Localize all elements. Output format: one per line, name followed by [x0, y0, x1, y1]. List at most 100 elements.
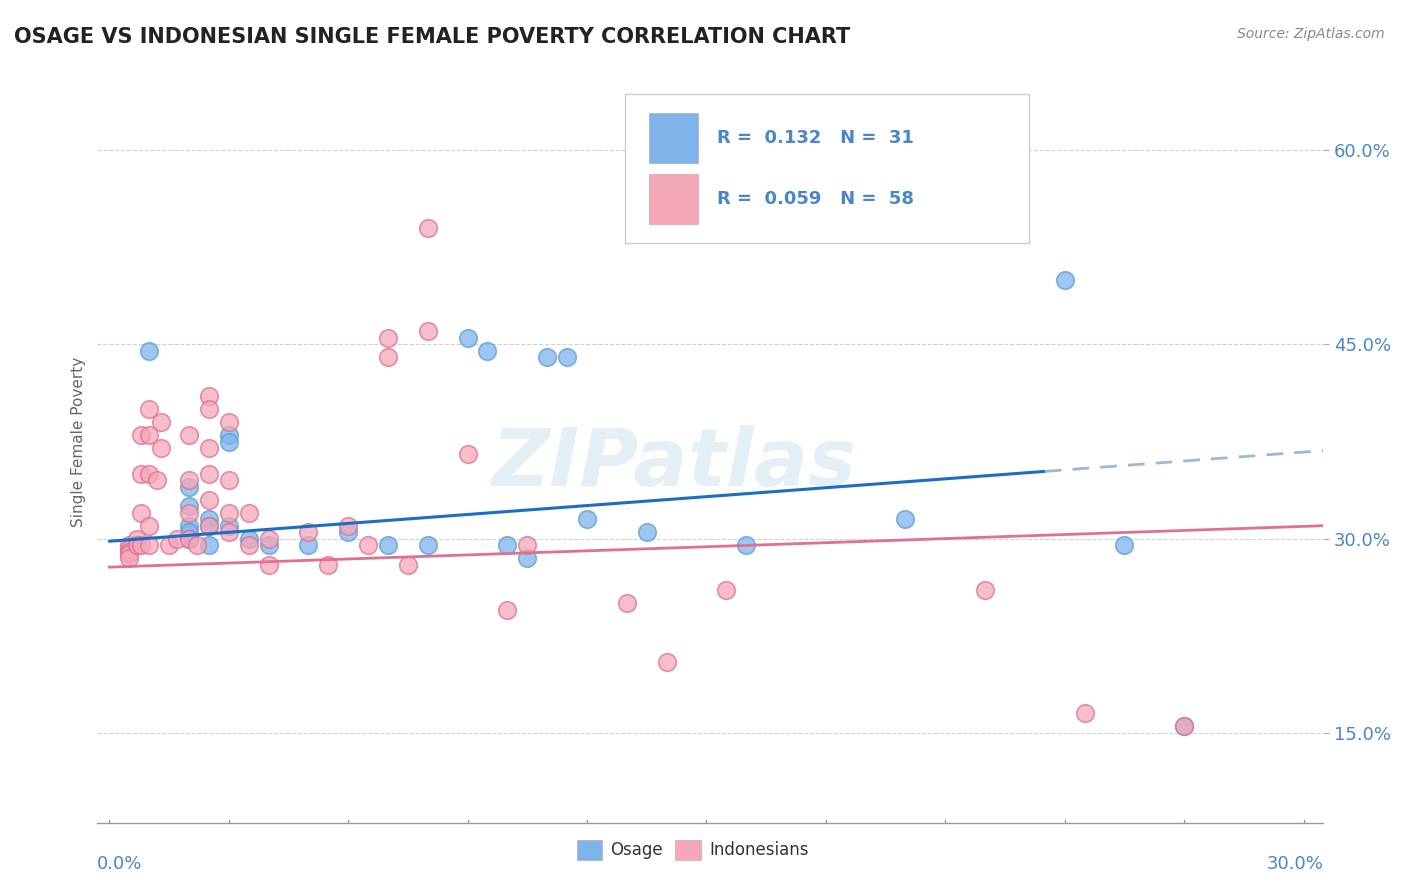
Point — [218, 428, 240, 442]
Point — [177, 474, 200, 488]
Text: Indonesians: Indonesians — [709, 841, 808, 859]
Point — [377, 351, 399, 365]
FancyBboxPatch shape — [624, 94, 1029, 243]
Point — [127, 538, 149, 552]
Point — [337, 525, 360, 540]
Point — [735, 538, 758, 552]
Point — [129, 467, 152, 481]
Point — [198, 402, 221, 417]
Point — [1173, 719, 1195, 733]
Point — [238, 538, 260, 552]
Point — [138, 518, 160, 533]
Text: Osage: Osage — [610, 841, 664, 859]
Point — [257, 558, 280, 572]
Point — [218, 474, 240, 488]
Point — [166, 532, 188, 546]
Point — [127, 532, 149, 546]
Point — [186, 538, 208, 552]
Point — [1173, 719, 1195, 733]
Point — [198, 389, 221, 403]
Point — [238, 532, 260, 546]
Point — [198, 492, 221, 507]
Point — [138, 343, 160, 358]
Point — [238, 506, 260, 520]
Point — [218, 434, 240, 449]
Point — [416, 221, 439, 235]
Point — [337, 518, 360, 533]
Point — [198, 518, 221, 533]
Point — [157, 538, 180, 552]
Text: Source: ZipAtlas.com: Source: ZipAtlas.com — [1237, 27, 1385, 41]
Point — [1114, 538, 1136, 552]
Text: OSAGE VS INDONESIAN SINGLE FEMALE POVERTY CORRELATION CHART: OSAGE VS INDONESIAN SINGLE FEMALE POVERT… — [14, 27, 851, 46]
Y-axis label: Single Female Poverty: Single Female Poverty — [72, 357, 86, 526]
Point — [655, 655, 678, 669]
Point — [257, 532, 280, 546]
Point — [198, 467, 221, 481]
Point — [377, 538, 399, 552]
Point — [416, 325, 439, 339]
Point — [636, 525, 658, 540]
Point — [516, 551, 538, 566]
Point — [297, 525, 319, 540]
Point — [1073, 706, 1095, 721]
Point — [357, 538, 380, 552]
Point — [118, 544, 141, 558]
Point — [138, 428, 160, 442]
Point — [575, 512, 598, 526]
Point — [477, 343, 499, 358]
Point — [496, 538, 519, 552]
Point — [129, 538, 152, 552]
Point — [118, 547, 141, 561]
Point — [118, 541, 141, 556]
Point — [536, 351, 558, 365]
Point — [257, 538, 280, 552]
Point — [198, 441, 221, 455]
Point — [396, 558, 419, 572]
Point — [297, 538, 319, 552]
Point — [496, 603, 519, 617]
Point — [218, 525, 240, 540]
Point — [177, 532, 200, 546]
Point — [316, 558, 339, 572]
Point — [616, 596, 638, 610]
Point — [974, 583, 997, 598]
Point — [198, 512, 221, 526]
Point — [138, 467, 160, 481]
Point — [138, 538, 160, 552]
Point — [177, 428, 200, 442]
Point — [198, 538, 221, 552]
FancyBboxPatch shape — [650, 174, 699, 224]
Text: ZIPatlas: ZIPatlas — [491, 425, 856, 503]
Point — [177, 506, 200, 520]
Point — [177, 500, 200, 514]
Point — [138, 402, 160, 417]
Point — [177, 532, 200, 546]
Point — [457, 331, 479, 345]
Point — [150, 415, 173, 429]
Point — [716, 583, 738, 598]
Point — [218, 518, 240, 533]
Point — [894, 512, 917, 526]
Point — [177, 518, 200, 533]
Point — [150, 441, 173, 455]
Point — [198, 518, 221, 533]
Text: R =  0.132   N =  31: R = 0.132 N = 31 — [717, 129, 914, 147]
Point — [377, 331, 399, 345]
Point — [516, 538, 538, 552]
Point — [129, 428, 152, 442]
Point — [129, 506, 152, 520]
Point — [218, 506, 240, 520]
Text: 30.0%: 30.0% — [1267, 855, 1323, 872]
Text: R =  0.059   N =  58: R = 0.059 N = 58 — [717, 190, 914, 208]
Point — [146, 474, 169, 488]
Point — [118, 551, 141, 566]
FancyBboxPatch shape — [650, 113, 699, 162]
Text: 0.0%: 0.0% — [97, 855, 143, 872]
Point — [555, 351, 578, 365]
Point — [118, 538, 141, 552]
Point — [416, 538, 439, 552]
Point — [1053, 273, 1076, 287]
Point — [177, 525, 200, 540]
Point — [218, 415, 240, 429]
